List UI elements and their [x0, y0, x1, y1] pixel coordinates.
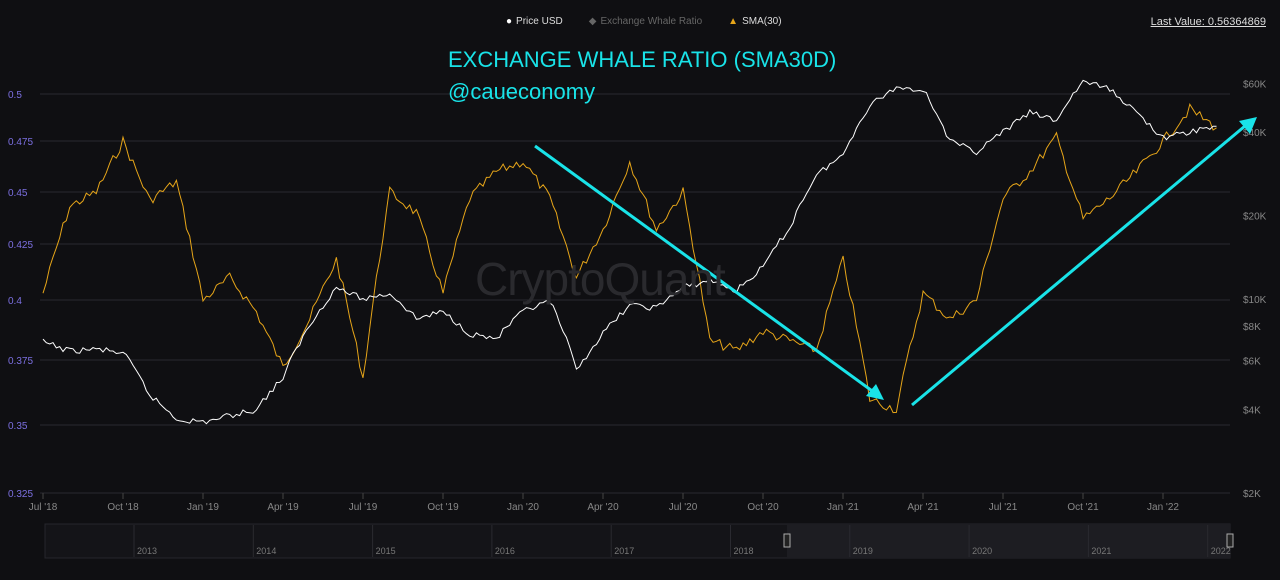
- triangle-icon: ▲: [728, 16, 739, 27]
- navigator-year: 2022: [1211, 546, 1231, 556]
- navigator-handle[interactable]: [1226, 533, 1234, 548]
- x-tick-label: Oct '21: [1067, 502, 1099, 513]
- x-tick-label: Jul '19: [349, 502, 378, 513]
- x-tick-label: Jul '21: [989, 502, 1018, 513]
- legend-sma[interactable]: ▲ SMA(30): [728, 16, 782, 27]
- arrowhead-icon: [1239, 117, 1257, 134]
- legend-whale-ratio[interactable]: ◆ Exchange Whale Ratio: [588, 16, 703, 27]
- right-tick-label: $8K: [1243, 322, 1261, 333]
- last-value: Last Value: 0.56364869: [1150, 16, 1266, 28]
- annotation-title: EXCHANGE WHALE RATIO (SMA30D) @caueconom…: [448, 44, 836, 108]
- x-tick-label: Oct '19: [427, 502, 459, 513]
- downtrend-arrow: [534, 144, 876, 395]
- navigator-handle[interactable]: [783, 533, 791, 548]
- x-tick-label: Jan '21: [827, 502, 859, 513]
- x-tick-label: Jan '19: [187, 502, 219, 513]
- right-tick-label: $40K: [1243, 128, 1267, 139]
- right-tick-label: $6K: [1243, 357, 1261, 368]
- navigator-year: 2014: [256, 546, 276, 556]
- navigator-year: 2017: [614, 546, 634, 556]
- left-tick-label: 0.45: [8, 188, 28, 199]
- left-tick-label: 0.5: [8, 90, 22, 101]
- legend: ● Price USD ◆ Exchange Whale Ratio ▲ SMA(30…: [506, 16, 782, 27]
- arrowhead-icon: [866, 384, 884, 400]
- navigator-year: 2021: [1091, 546, 1111, 556]
- annotation-handle: @caueconomy: [448, 79, 596, 104]
- left-tick-label: 0.475: [8, 137, 33, 148]
- left-tick-label: 0.35: [8, 421, 28, 432]
- uptrend-arrow: [911, 124, 1246, 407]
- x-tick-label: Oct '20: [747, 502, 779, 513]
- series-line-price: [42, 79, 1217, 425]
- navigator-year: 2020: [972, 546, 992, 556]
- left-tick-label: 0.425: [8, 240, 33, 251]
- x-tick-label: Oct '18: [107, 502, 139, 513]
- legend-price[interactable]: ● Price USD: [506, 16, 563, 27]
- x-tick-label: Apr '20: [587, 502, 619, 513]
- diamond-icon: ◆: [588, 16, 597, 27]
- circle-icon: ●: [506, 16, 513, 27]
- annotation-heading: EXCHANGE WHALE RATIO (SMA30D): [448, 47, 837, 72]
- navigator-year: 2019: [853, 546, 873, 556]
- navigator-year: 2015: [376, 546, 396, 556]
- x-tick-label: Apr '19: [267, 502, 299, 513]
- left-tick-label: 0.375: [8, 356, 33, 367]
- left-tick-label: 0.325: [8, 489, 33, 500]
- series-line-sma: [42, 102, 1217, 414]
- x-tick-label: Jan '22: [1147, 502, 1179, 513]
- x-tick-label: Jan '20: [507, 502, 539, 513]
- left-tick-label: 0.4: [8, 296, 22, 307]
- right-tick-label: $4K: [1243, 406, 1261, 417]
- right-tick-label: $2K: [1243, 489, 1261, 500]
- x-tick-label: Jul '20: [669, 502, 698, 513]
- right-tick-label: $10K: [1243, 295, 1267, 306]
- x-tick-label: Apr '21: [907, 502, 939, 513]
- navigator-selection[interactable]: [787, 524, 1230, 558]
- right-tick-label: $60K: [1243, 79, 1267, 90]
- navigator-year: 2016: [495, 546, 515, 556]
- navigator-year: 2013: [137, 546, 157, 556]
- navigator-year: 2018: [734, 546, 754, 556]
- right-tick-label: $20K: [1243, 212, 1267, 223]
- watermark: CryptoQuant: [475, 253, 726, 305]
- x-tick-label: Jul '18: [29, 502, 58, 513]
